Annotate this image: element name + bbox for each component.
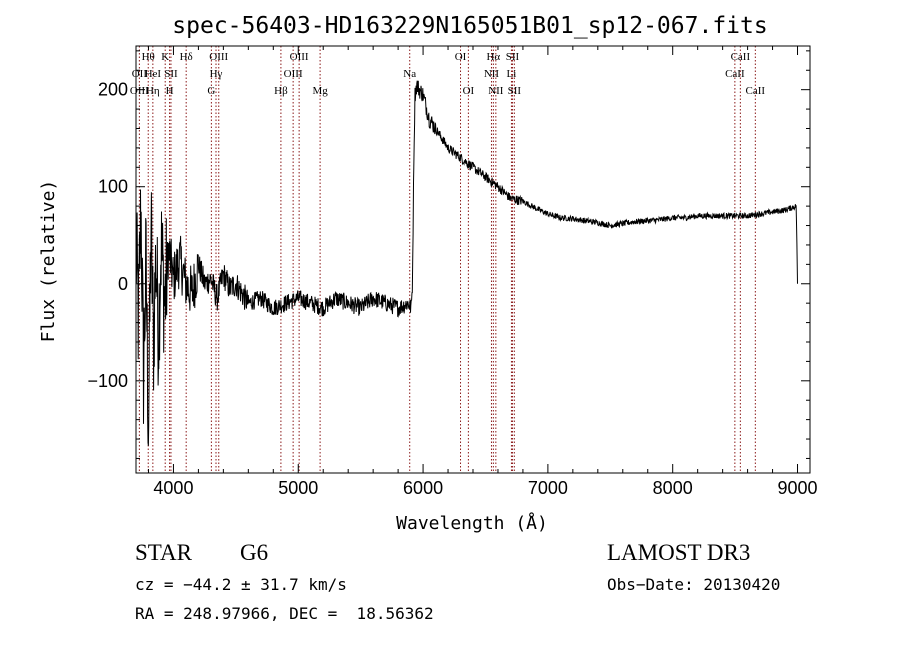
axis-ticks: 4000 5000 6000 7000 8000 9000 −100 0 100 200 — [87, 46, 818, 498]
line-label: OIII — [290, 51, 309, 63]
emission-line-markers — [138, 46, 756, 473]
y-axis-label: Flux (relative) — [38, 180, 59, 343]
line-label: Hα — [486, 51, 500, 63]
y-tick-label: −100 — [87, 371, 128, 391]
coordinates: RA = 248.97966, DEC = 18.56362 — [135, 604, 434, 623]
object-class: STAR — [135, 540, 192, 565]
line-label: Hη — [146, 85, 160, 97]
line-label: CaII — [746, 85, 766, 97]
line-label: HeI — [145, 68, 162, 80]
chart-title: spec-56403-HD163229N165051B01_sp12-067.f… — [172, 13, 767, 39]
x-tick-label: 8000 — [653, 478, 693, 498]
line-label: CaII — [731, 51, 751, 63]
line-label: SII — [506, 51, 520, 63]
line-label: OIII — [284, 68, 303, 80]
line-label: NII — [488, 85, 504, 97]
spectrum-chart: spec-56403-HD163229N165051B01_sp12-067.f… — [38, 13, 818, 534]
line-label: Li — [507, 68, 517, 80]
y-tick-label: 100 — [98, 177, 128, 197]
y-tick-label: 0 — [118, 274, 128, 294]
line-label: NII — [484, 68, 500, 80]
line-label: K — [161, 51, 169, 63]
y-tick-label: 200 — [98, 80, 128, 100]
line-label: Hγ — [210, 68, 223, 80]
x-tick-label: 7000 — [528, 478, 568, 498]
line-label: Hθ — [142, 51, 155, 63]
spectrum-line — [135, 80, 798, 446]
line-label: H — [166, 85, 174, 97]
line-label: SII — [508, 85, 522, 97]
x-axis-label: Wavelength (Å) — [396, 512, 548, 534]
line-label: G — [207, 85, 215, 97]
redshift-velocity: cz = −44.2 ± 31.7 km/s — [135, 575, 347, 594]
line-label: Hδ — [180, 51, 193, 63]
line-label: OIII — [209, 51, 228, 63]
line-label: OI — [463, 85, 475, 97]
survey-name: LAMOST DR3 — [607, 540, 751, 565]
x-tick-label: 5000 — [278, 478, 318, 498]
line-label: Hβ — [274, 85, 288, 97]
line-label: SII — [164, 68, 178, 80]
x-tick-label: 9000 — [777, 478, 817, 498]
observation-date: Obs−Date: 20130420 — [607, 575, 781, 594]
line-label: OI — [455, 51, 467, 63]
x-tick-label: 6000 — [403, 478, 443, 498]
line-label: OIII — [130, 85, 149, 97]
line-label: Mg — [312, 85, 328, 97]
line-label: CaII — [725, 68, 745, 80]
x-tick-label: 4000 — [153, 478, 193, 498]
line-label: Na — [403, 68, 416, 80]
plot-frame — [135, 45, 811, 474]
object-subclass: G6 — [240, 540, 269, 565]
